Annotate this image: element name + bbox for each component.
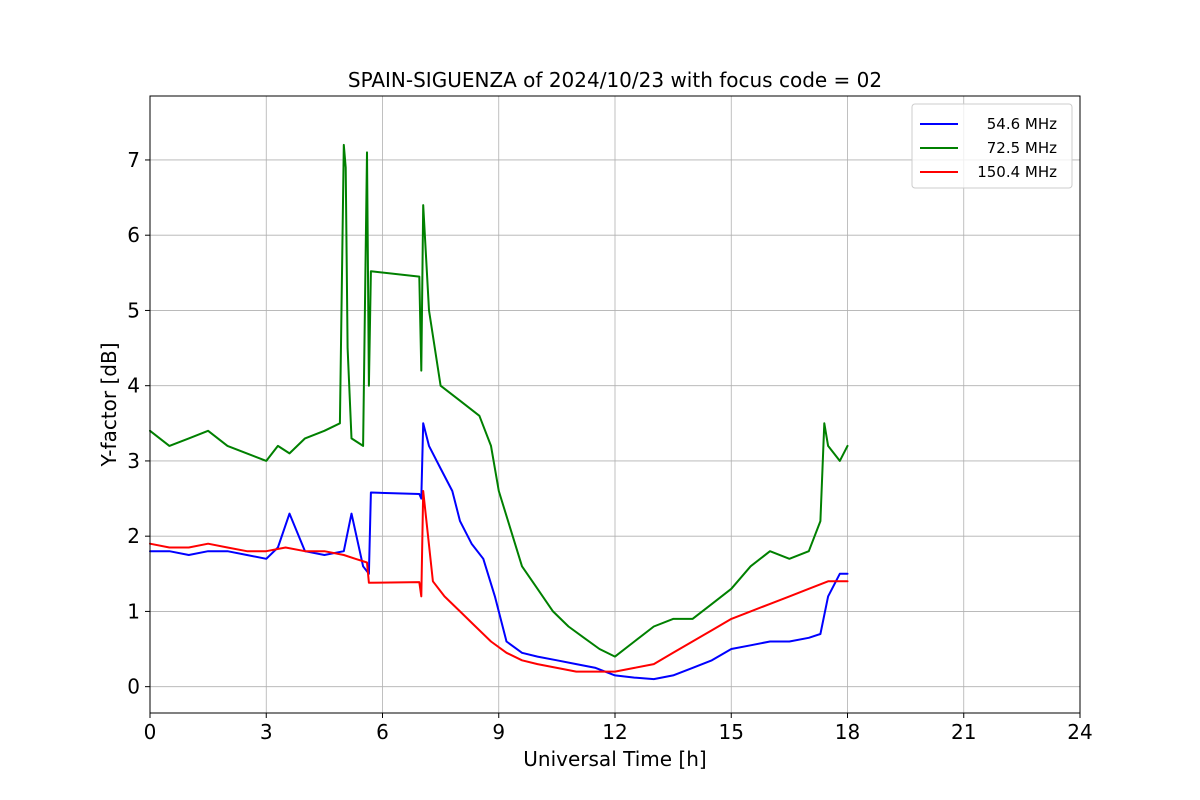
x-tick-label: 15: [719, 720, 744, 744]
y-axis-title: Y-factor [dB]: [97, 342, 121, 467]
y-tick-label: 3: [127, 449, 140, 473]
series-layer: [149, 143, 849, 681]
x-tick-label: 18: [835, 720, 860, 744]
y-tick-label: 0: [127, 675, 140, 699]
x-axis-title: Universal Time [h]: [523, 747, 706, 771]
x-tick-label: 0: [144, 720, 157, 744]
legend-label: 150.4 MHz: [977, 163, 1057, 181]
y-tick-label: 5: [127, 298, 140, 322]
series-line-2: [149, 143, 849, 658]
x-tick-label: 12: [602, 720, 627, 744]
series-line-3: [149, 490, 849, 673]
x-tick-label: 21: [951, 720, 976, 744]
y-tick-label: 2: [127, 524, 140, 548]
y-tick-label: 6: [127, 223, 140, 247]
legend: 54.6 MHz 72.5 MHz 150.4 MHz: [911, 103, 1073, 189]
y-tick-label: 4: [127, 374, 140, 398]
x-tick-label: 6: [376, 720, 389, 744]
x-tick-label: 9: [492, 720, 505, 744]
y-tick-label: 7: [127, 148, 140, 172]
y-tick-label: 1: [127, 599, 140, 623]
x-tick-label: 3: [260, 720, 273, 744]
legend-label: 54.6 MHz: [987, 115, 1057, 133]
series-line-1: [149, 422, 849, 681]
legend-label: 72.5 MHz: [987, 139, 1057, 157]
x-tick-label: 24: [1067, 720, 1092, 744]
chart-title: SPAIN-SIGUENZA of 2024/10/23 with focus …: [348, 68, 882, 92]
